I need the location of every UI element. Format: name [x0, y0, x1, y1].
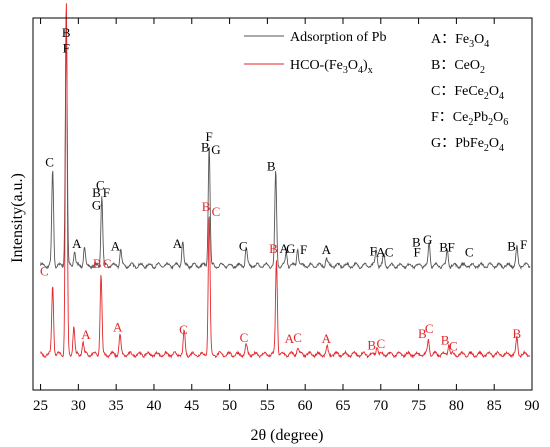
top-peak-label-8: A: [111, 238, 121, 253]
top-peak-label-21: C: [385, 245, 394, 260]
top-peak-label-0: B: [62, 25, 71, 40]
bottom-peak-label-13: B: [367, 337, 376, 352]
bottom-peak-label-2: B: [93, 256, 102, 271]
bottom-peak-label-11: C: [293, 330, 302, 345]
top-peak-label-19: F: [370, 243, 377, 258]
top-peak-label-20: A: [376, 245, 386, 260]
top-peak-label-18: A: [322, 242, 332, 257]
plot-frame: [32, 17, 533, 391]
x-tick-label-3: 40: [146, 398, 161, 414]
x-tick-label-11: 80: [449, 398, 464, 414]
x-tick-label-6: 55: [260, 398, 275, 414]
bottom-peak-label-8: C: [240, 330, 249, 345]
top-peak-label-23: G: [423, 232, 432, 247]
top-peak-label-28: B: [507, 238, 516, 253]
top-peak-label-4: B: [92, 185, 101, 200]
bottom-peak-label-12: A: [322, 331, 332, 346]
top-peak-label-5: F: [103, 185, 110, 200]
top-peak-label-10: F: [206, 129, 213, 144]
legend-label-0: Adsorption of Pb: [290, 30, 386, 45]
x-axis-label: 2θ (degree): [251, 427, 324, 444]
top-peak-label-24: F: [413, 245, 420, 260]
x-tick-label-10: 75: [411, 398, 426, 414]
x-tick-label-9: 70: [373, 398, 388, 414]
bottom-peak-label-3: C: [103, 256, 112, 271]
bottom-peak-label-10: A: [285, 331, 295, 346]
top-peak-label-22: B: [412, 235, 421, 250]
phase-legend-b: B：CeO2​: [431, 58, 485, 76]
bottom-peak-label-5: C: [179, 322, 188, 337]
series-line-1: [40, 3, 531, 359]
x-tick-label-2: 35: [109, 398, 124, 414]
top-peak-label-27: C: [465, 245, 474, 260]
top-peak-label-17: F: [300, 242, 307, 257]
top-peak-label-16: G: [286, 241, 295, 256]
x-tick-label-12: 85: [487, 398, 502, 414]
series-line-0: [40, 22, 531, 271]
phase-legend-g: G：PbFe2​O4​: [431, 136, 504, 154]
bottom-peak-label-19: B: [513, 326, 522, 341]
top-peak-label-11: B: [201, 139, 210, 154]
phase-legend-c: C：FeCe2​O4​: [431, 84, 504, 102]
x-tick-label-0: 25: [33, 398, 48, 414]
top-peak-label-29: F: [520, 237, 527, 252]
y-axis-label: Intensity(a.u.): [9, 173, 26, 263]
bottom-peak-label-15: B: [418, 326, 427, 341]
x-tick-label-7: 60: [298, 398, 313, 414]
top-peak-label-15: A: [279, 241, 289, 256]
top-peak-label-6: G: [92, 198, 101, 213]
x-tick-label-5: 50: [222, 398, 237, 414]
top-peak-label-25: B: [439, 240, 448, 255]
x-tick-label-8: 65: [335, 398, 350, 414]
bottom-peak-label-18: C: [449, 339, 458, 354]
x-tick-label-1: 30: [71, 398, 86, 414]
top-peak-label-9: A: [173, 236, 183, 251]
bottom-peak-label-0: C: [40, 264, 49, 279]
top-peak-label-2: C: [45, 155, 54, 170]
top-peak-label-26: F: [447, 240, 454, 255]
top-peak-label-1: F: [63, 40, 70, 55]
top-peak-label-12: G: [211, 142, 220, 157]
bottom-peak-label-4: A: [113, 320, 123, 335]
bottom-peak-label-16: C: [425, 321, 434, 336]
bottom-peak-label-1: A: [81, 327, 91, 342]
phase-legend-a: A：Fe3​O4​: [431, 32, 489, 50]
x-tick-label-4: 45: [184, 398, 199, 414]
bottom-peak-label-17: B: [441, 332, 450, 347]
bottom-peak-label-9: B: [269, 241, 278, 256]
top-peak-label-13: C: [239, 238, 248, 253]
bottom-peak-label-6: B: [202, 199, 211, 214]
bottom-peak-label-14: C: [376, 336, 385, 351]
top-peak-label-3: C: [96, 177, 105, 192]
top-peak-label-7: A: [72, 236, 82, 251]
bottom-peak-label-7: C: [212, 204, 221, 219]
top-peak-label-14: B: [267, 158, 276, 173]
legend-label-1: HCO-(Fe3​O4​)x​: [290, 58, 373, 76]
x-tick-label-13: 90: [525, 398, 540, 414]
phase-legend-f: F：Ce2​Pb2​O6​: [431, 110, 508, 128]
